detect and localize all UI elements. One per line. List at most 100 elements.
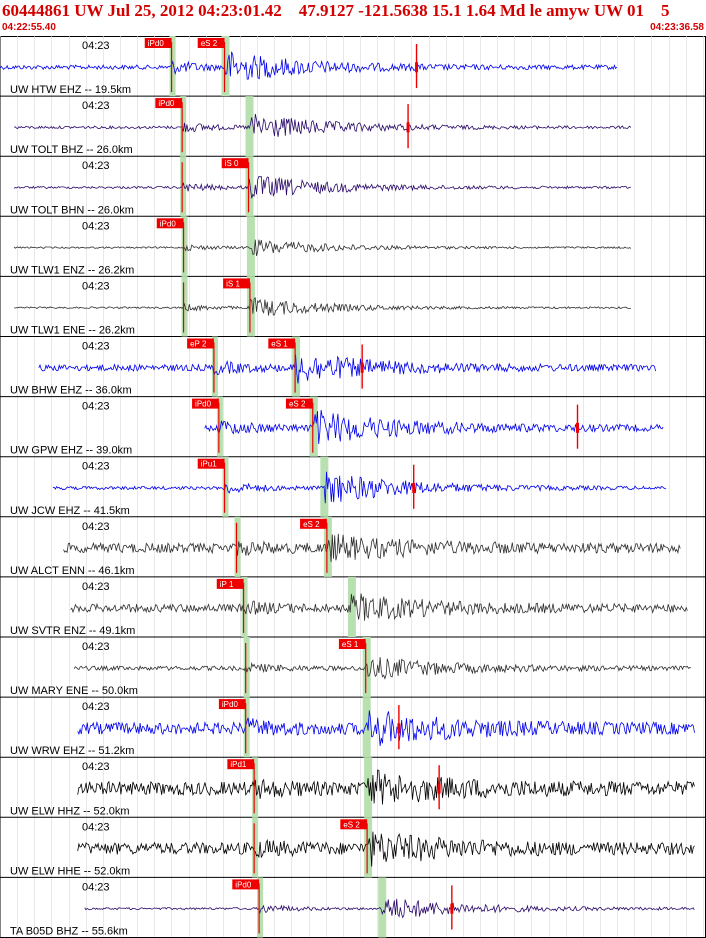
p-pick-label-bg xyxy=(197,458,225,469)
s-window xyxy=(246,276,255,337)
p-pick-label-bg xyxy=(144,38,172,48)
waveform xyxy=(77,710,695,746)
time-tick-label: 04:23 xyxy=(82,220,110,232)
s-pick-label-bg xyxy=(221,158,249,169)
time-tick-label: 04:23 xyxy=(82,881,110,893)
p-pick-label: iPd0 xyxy=(148,39,165,48)
trace-row[interactable]: iPd0 eS 2 04:23 UW HTW EHZ -- 19.5km xyxy=(0,36,706,97)
trace-row[interactable]: iPd0 04:23 UW TOLT BHZ -- 26.0km xyxy=(0,96,706,157)
coda-marker-box xyxy=(415,62,419,73)
station-label: UW SVTR ENZ -- 49.1km xyxy=(10,625,135,637)
s-pick-label: eS 2 xyxy=(343,820,360,829)
p-pick-label: iPu1 xyxy=(201,460,218,469)
station-label: UW MARY ENE -- 50.0km xyxy=(10,685,138,697)
p-pick-label-bg xyxy=(218,699,246,710)
station-label: UW BHW EHZ -- 36.0km xyxy=(10,385,132,397)
p-pick-label: iP 1 xyxy=(220,580,234,589)
coda-marker-box xyxy=(406,122,410,133)
waveform xyxy=(73,657,691,680)
waveform xyxy=(70,593,688,621)
s-window xyxy=(364,817,373,878)
waveform xyxy=(77,769,695,805)
window-start-time: 04:22:55.40 xyxy=(2,22,56,33)
p-pick-label: iPd0 xyxy=(160,219,177,228)
station-label: UW TLW1 ENZ -- 26.2km xyxy=(10,264,134,276)
coda-marker-box xyxy=(397,723,401,734)
p-window xyxy=(181,276,188,337)
time-tick-label: 04:23 xyxy=(82,40,110,52)
event-header-title: 60444861 UW Jul 25, 2012 04:23:01.42 47.… xyxy=(2,1,670,20)
station-label: UW WRW EHZ -- 51.2km xyxy=(10,745,134,757)
p-pick-label-bg xyxy=(216,578,244,589)
window-end-time: 04:23:36.58 xyxy=(650,22,704,33)
p-window xyxy=(234,516,241,577)
waveform xyxy=(84,898,695,919)
station-label: UW ELW HHZ -- 52.0km xyxy=(10,805,130,817)
waveform xyxy=(77,831,695,867)
s-window xyxy=(245,156,254,217)
p-window xyxy=(252,757,259,818)
p-window xyxy=(241,576,248,637)
s-pick-label: eS 1 xyxy=(271,340,288,349)
time-tick-label: 04:23 xyxy=(82,280,110,292)
p-pick-label: iPd0 xyxy=(158,99,175,108)
s-window xyxy=(309,396,318,457)
p-pick-label-bg xyxy=(232,879,260,890)
trace-row[interactable]: eS 2 04:23 UW ELW HHE -- 52.0km xyxy=(0,817,706,878)
coda-marker-box xyxy=(576,422,580,433)
coda-marker-box xyxy=(437,783,441,794)
waveform xyxy=(13,239,632,257)
time-tick-label: 04:23 xyxy=(82,461,110,473)
p-pick-label: iPd1 xyxy=(230,760,247,769)
trace-row[interactable]: iPd0 04:23 TA B05D BHZ -- 55.6km xyxy=(0,877,706,938)
s-pick-label-bg xyxy=(300,518,327,529)
trace-row[interactable]: iS 1 04:23 UW TLW1 ENE -- 26.2km xyxy=(0,276,706,337)
p-window xyxy=(180,156,187,217)
trace-row[interactable]: iPd0 04:23 UW WRW EHZ -- 51.2km xyxy=(0,697,706,758)
trace-row[interactable]: iS 0 04:23 UW TOLT BHN -- 26.0km xyxy=(0,156,706,217)
s-pick-label: iS 0 xyxy=(225,159,239,168)
waveform xyxy=(0,51,618,80)
p-window xyxy=(257,877,264,938)
time-tick-label: 04:23 xyxy=(82,821,110,833)
coda-marker-box xyxy=(360,362,364,373)
s-pick-label-bg xyxy=(197,38,225,48)
p-window xyxy=(216,396,223,457)
station-label: UW ELW HHE -- 52.0km xyxy=(10,865,130,877)
p-pick-label-bg xyxy=(156,218,184,229)
trace-row[interactable]: iPd0 eS 2 04:23 UW GPW EHZ -- 39.0km xyxy=(0,396,706,458)
station-label: UW TOLT BHN -- 26.0km xyxy=(10,204,134,216)
trace-row[interactable]: eP 2 eS 1 04:23 UW BHW EHZ -- 36.0km xyxy=(0,336,706,398)
s-pick-label: eS 2 xyxy=(303,520,320,529)
s-window xyxy=(221,36,230,97)
trace-row[interactable]: iPd0 04:23 UW TLW1 ENZ -- 26.2km xyxy=(0,216,706,277)
trace-row[interactable]: iPu1 04:23 UW JCW EHZ -- 41.5km xyxy=(0,456,706,518)
time-tick-label: 04:23 xyxy=(82,701,110,713)
waveform xyxy=(13,175,631,199)
p-window xyxy=(243,637,250,698)
trace-row[interactable]: eS 1 04:23 UW MARY ENE -- 50.0km xyxy=(0,637,706,698)
p-pick-label: iPd0 xyxy=(222,700,239,709)
p-window xyxy=(180,96,187,157)
s-pick-label-bg xyxy=(223,278,250,289)
s-window xyxy=(362,637,371,698)
p-pick-label: eP 2 xyxy=(190,340,207,349)
station-label: UW JCW EHZ -- 41.5km xyxy=(10,505,130,517)
s-window xyxy=(364,757,373,818)
p-window xyxy=(169,36,176,97)
p-pick-label: iPd0 xyxy=(195,400,212,409)
trace-row[interactable]: iPd1 04:23 UW ELW HHZ -- 52.0km xyxy=(0,757,706,818)
p-pick-label-bg xyxy=(227,759,255,770)
p-pick-label-bg xyxy=(155,98,183,109)
s-window xyxy=(378,877,387,938)
waveform xyxy=(52,471,667,504)
trace-row[interactable]: iP 1 04:23 UW SVTR ENZ -- 49.1km xyxy=(0,576,706,638)
s-pick-label-bg xyxy=(268,338,296,349)
trace-row[interactable]: eS 2 04:23 UW ALCT ENN -- 46.1km xyxy=(0,516,706,578)
coda-marker-box xyxy=(412,482,416,493)
s-window xyxy=(246,216,255,277)
s-pick-label: eS 2 xyxy=(201,39,218,48)
s-window xyxy=(347,576,356,637)
time-tick-label: 04:23 xyxy=(82,581,110,593)
